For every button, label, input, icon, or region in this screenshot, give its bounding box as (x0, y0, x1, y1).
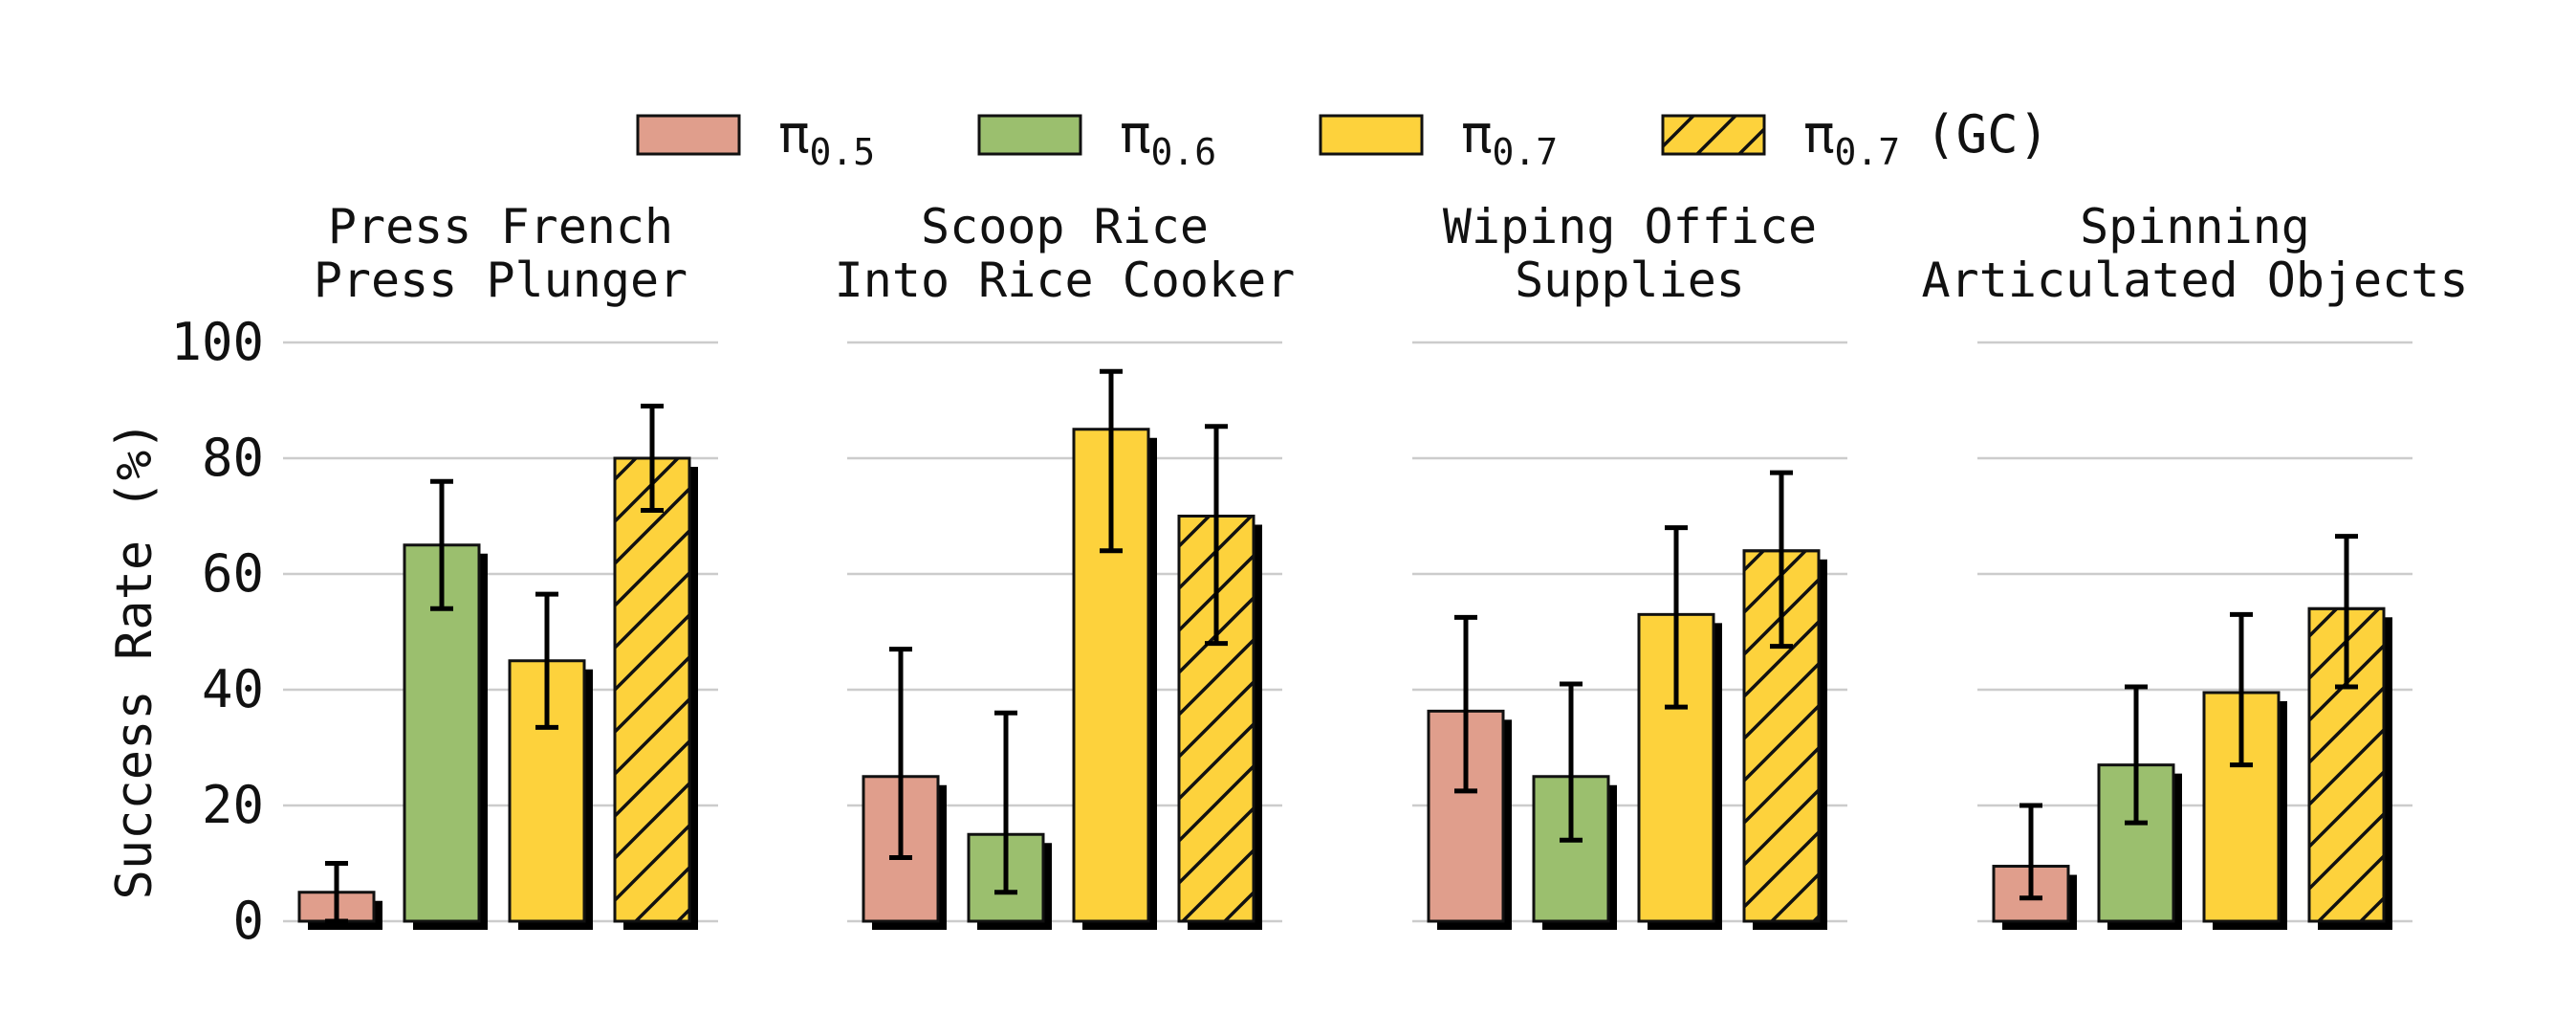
legend-swatch-s07 (1319, 114, 1424, 156)
error-bar (1665, 525, 1688, 710)
error-bar (1100, 368, 1123, 554)
legend-label-s05: π0.5 (778, 104, 875, 173)
bar-s05 (1427, 614, 1512, 930)
y-axis-ticks: 0 20 40 60 80 100 (170, 312, 264, 951)
error-bar (1770, 470, 1793, 650)
y-tick-label: 0 (232, 891, 264, 951)
legend-item-s06: π0.6 (977, 104, 1216, 173)
legend-item-s07: π0.7 (1319, 104, 1558, 173)
panel-title-line: Spinning (2080, 199, 2310, 254)
bar-s07gc (2307, 534, 2392, 930)
legend-item-s07gc: π0.7 (GC) (1661, 104, 2049, 173)
panel-title-line: Into Rice Cooker (835, 253, 1296, 308)
error-bar (641, 404, 664, 513)
bar-s06 (1532, 681, 1617, 930)
bar-s07gc (613, 404, 698, 930)
bar-s07 (508, 591, 593, 930)
bar-s05 (1992, 803, 2077, 930)
y-axis-label: Success Rate (%) (106, 421, 164, 900)
bar-s07 (2202, 611, 2287, 930)
error-bar (994, 710, 1017, 895)
error-bar (2125, 684, 2148, 826)
legend-item-s05: π0.5 (636, 104, 875, 173)
panel-title-line: Press French (328, 199, 673, 254)
bar-s05 (862, 647, 947, 930)
error-bar (2335, 534, 2358, 690)
bar-s07 (1637, 525, 1722, 930)
y-tick-label: 100 (170, 312, 264, 372)
bar-s06 (2097, 684, 2182, 930)
legend-hatch-s07gc (1661, 114, 1766, 156)
panel-title-line: Scoop Rice (921, 199, 1209, 254)
panel-title-line: Wiping Office (1443, 199, 1817, 254)
error-bar (889, 647, 912, 860)
panel-title-line: Press Plunger (314, 253, 688, 308)
y-tick-label: 20 (202, 775, 264, 835)
error-bar (2230, 611, 2253, 768)
bar-s07gc (1742, 470, 1827, 930)
legend-label-s07gc: π0.7 (GC) (1803, 104, 2049, 173)
bar-s07 (1072, 368, 1157, 930)
bar-s05 (297, 861, 382, 930)
error-bar (1454, 614, 1477, 794)
y-tick-label: 40 (202, 659, 264, 719)
panel-title-line: Supplies (1515, 253, 1745, 308)
legend-swatch-s06 (977, 114, 1082, 156)
bar-s07gc (1177, 424, 1262, 930)
legend-label-s06: π0.6 (1120, 104, 1216, 173)
bar-hatch (613, 456, 691, 923)
y-tick-label: 80 (202, 428, 264, 488)
legend: π0.5 π0.6 π0.7 π0.7 (GC) (636, 104, 2049, 173)
error-bar (430, 478, 453, 611)
panel-title-line: Articulated Objects (1922, 253, 2469, 308)
y-tick-label: 60 (202, 543, 264, 604)
bar-s06 (403, 478, 488, 930)
legend-label-s07: π0.7 (1461, 104, 1558, 173)
bar-s06 (967, 710, 1052, 930)
legend-swatch-s05 (636, 114, 741, 156)
error-bar (2019, 803, 2042, 901)
error-bar (325, 861, 348, 924)
error-bar (535, 591, 558, 730)
error-bar (1205, 424, 1228, 647)
error-bar (1560, 681, 1583, 843)
